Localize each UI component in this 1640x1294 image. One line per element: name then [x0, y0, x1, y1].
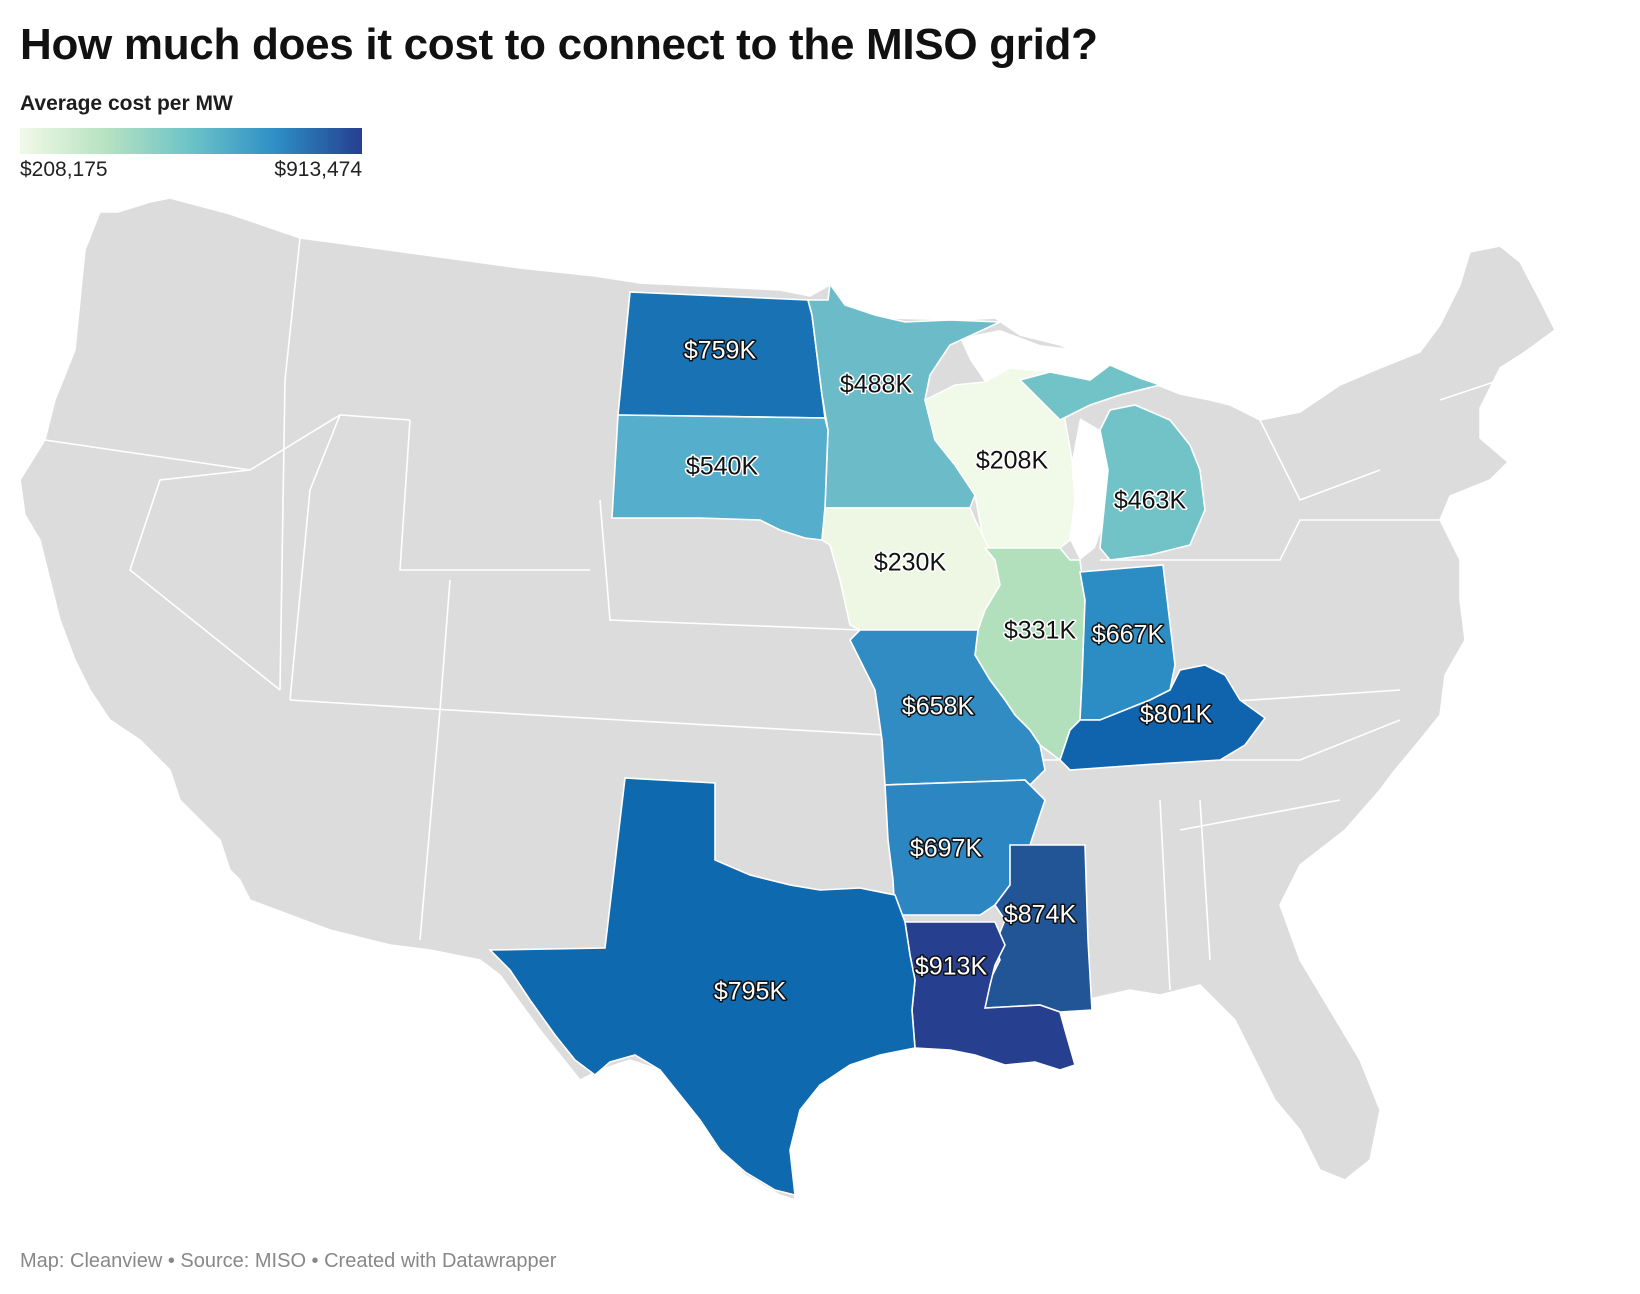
- state-texas[interactable]: [488, 777, 916, 1197]
- legend-title: Average cost per MW: [20, 92, 233, 115]
- label-illinois: $331K: [1004, 617, 1077, 645]
- label-michigan: $463K: [1114, 487, 1187, 515]
- label-texas: $795K: [714, 978, 787, 1006]
- non-miso-state-borders: [44, 237, 1501, 991]
- label-mississippi: $874K: [1004, 901, 1077, 929]
- label-south-dakota: $540K: [686, 453, 759, 481]
- color-legend: Average cost per MW $208,175 $913,474: [20, 92, 362, 188]
- label-indiana: $667K: [1092, 621, 1165, 649]
- label-iowa: $230K: [874, 549, 947, 577]
- label-louisiana: $913K: [915, 953, 988, 981]
- chart-title: How much does it cost to connect to the …: [20, 20, 1098, 69]
- label-arkansas: $697K: [910, 835, 983, 863]
- legend-min-label: $208,175: [20, 158, 108, 181]
- state-michigan[interactable]: [1018, 364, 1206, 561]
- state-missouri[interactable]: [849, 629, 1046, 787]
- lake-superior: [960, 330, 1110, 382]
- label-minnesota: $488K: [840, 371, 913, 399]
- label-wisconsin: $208K: [976, 447, 1049, 475]
- legend-max-label: $913,474: [274, 158, 362, 181]
- state-kentucky[interactable]: [1059, 664, 1267, 771]
- label-missouri: $658K: [902, 693, 975, 721]
- state-south-dakota[interactable]: [611, 414, 829, 541]
- label-north-dakota: $759K: [684, 337, 757, 365]
- legend-gradient-bar: [20, 128, 362, 154]
- footer-credits: Map: Cleanview • Source: MISO • Created …: [20, 1250, 557, 1272]
- label-kentucky: $801K: [1140, 701, 1213, 729]
- state-wisconsin[interactable]: [924, 367, 1076, 549]
- lake-michigan: [1070, 418, 1108, 560]
